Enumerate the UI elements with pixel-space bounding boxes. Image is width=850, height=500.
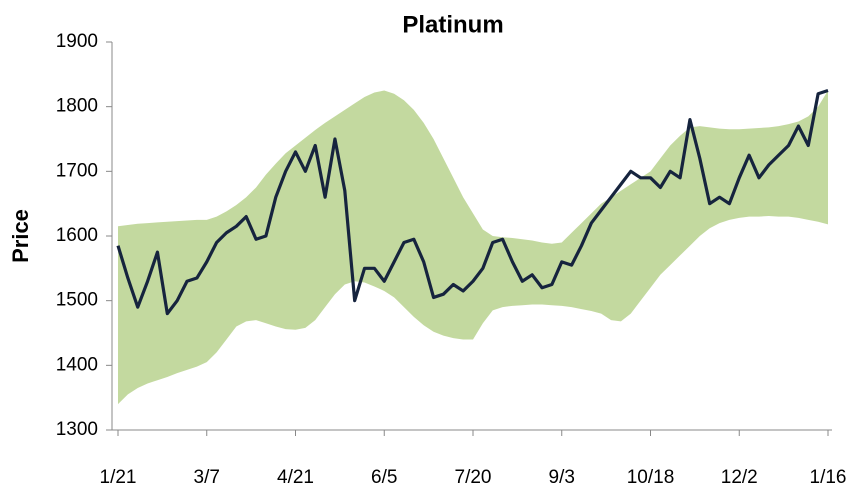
y-tick-label: 1300 bbox=[56, 419, 98, 440]
x-tick-label: 10/18 bbox=[627, 467, 675, 488]
y-tick-label: 1500 bbox=[56, 290, 98, 311]
x-tick-label: 9/3 bbox=[549, 467, 575, 488]
x-tick-label: 1/16 bbox=[810, 467, 847, 488]
x-tick-label: 12/2 bbox=[721, 467, 758, 488]
y-tick-label: 1700 bbox=[56, 160, 98, 181]
y-tick-label: 1800 bbox=[56, 96, 98, 117]
x-tick-label: 3/7 bbox=[194, 467, 220, 488]
y-tick-label: 1900 bbox=[56, 31, 98, 52]
x-tick-label: 6/5 bbox=[371, 467, 397, 488]
x-tick-label: 7/20 bbox=[455, 467, 492, 488]
chart-title: Platinum bbox=[402, 11, 503, 38]
x-tick-label: 4/21 bbox=[277, 467, 314, 488]
y-axis-label: Price bbox=[8, 209, 33, 263]
y-tick-label: 1400 bbox=[56, 354, 98, 375]
price-line bbox=[116, 88, 829, 316]
band-area bbox=[118, 90, 828, 405]
y-tick-label: 1600 bbox=[56, 225, 98, 246]
x-tick-label: 1/21 bbox=[100, 467, 137, 488]
